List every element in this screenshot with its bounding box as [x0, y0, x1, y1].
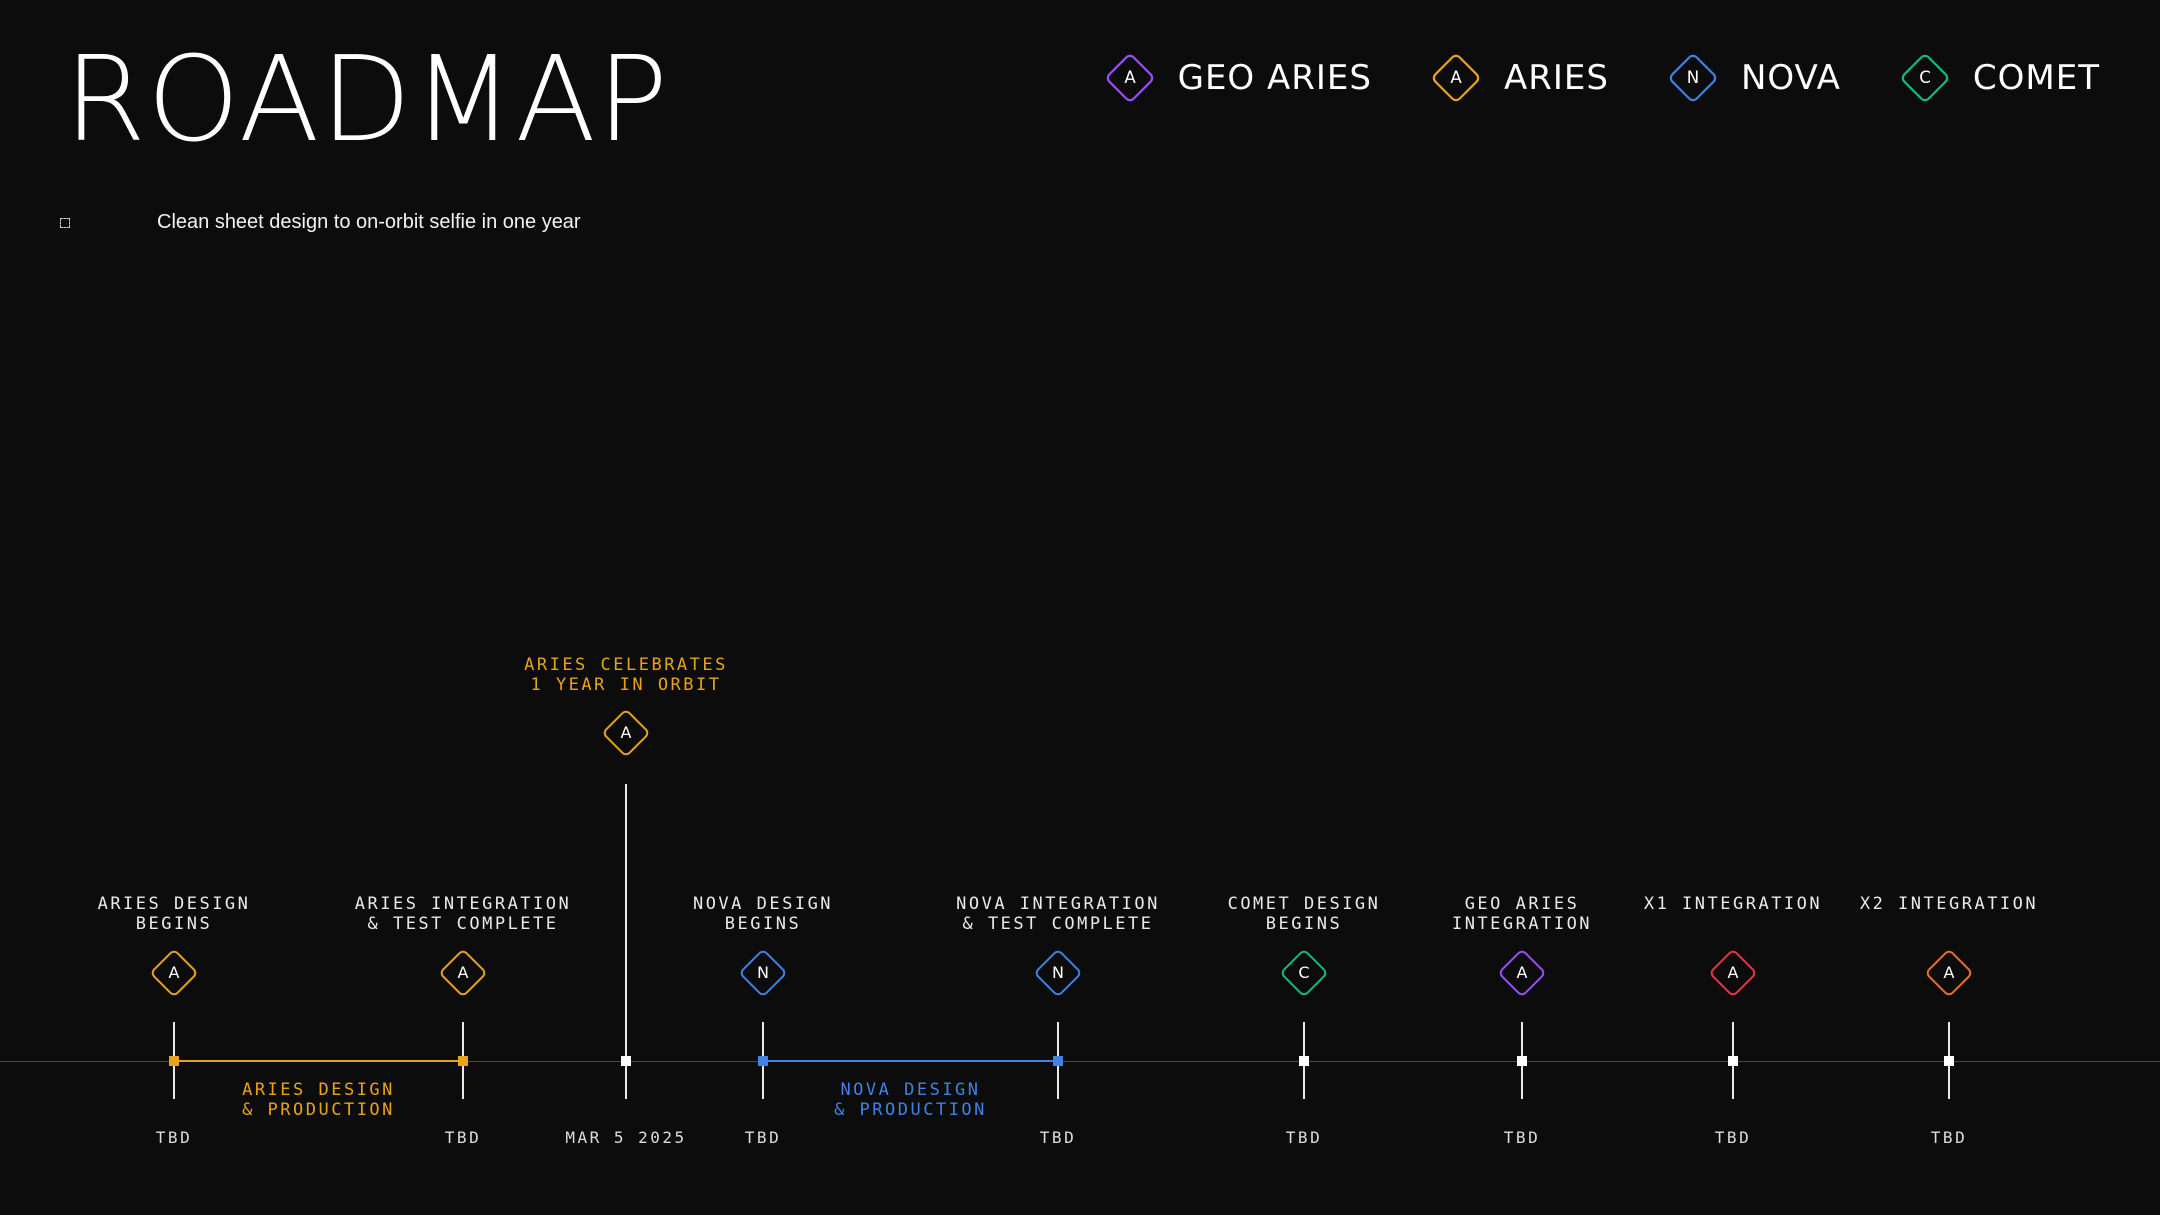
aries-diamond-icon: A	[1430, 52, 1482, 104]
timeline-axis	[0, 1061, 2160, 1062]
aries-diamond-icon: A	[149, 948, 199, 998]
svg-text:A: A	[1728, 963, 1739, 982]
milestone-date: TBD	[1285, 1128, 1323, 1147]
svg-text:A: A	[621, 723, 632, 742]
milestone-label: X2 INTEGRATION	[1859, 894, 2039, 914]
milestone-label: ARIES INTEGRATION & TEST COMPLETE	[354, 894, 572, 934]
nova-diamond-icon: N	[1667, 52, 1719, 104]
milestone-date: TBD	[1039, 1128, 1077, 1147]
svg-text:N: N	[1687, 68, 1699, 87]
comet-diamond-icon: C	[1279, 948, 1329, 998]
page-title: ROADMAP	[64, 30, 670, 168]
svg-text:A: A	[458, 963, 469, 982]
range-label-nova-design-production: NOVA DESIGN & PRODUCTION	[834, 1080, 987, 1120]
milestone-date: TBD	[1503, 1128, 1541, 1147]
legend-item-comet: C COMET	[1899, 52, 2100, 104]
milestone-date: TBD	[744, 1128, 782, 1147]
nova-diamond-icon: N	[738, 948, 788, 998]
legend-label: ARIES	[1503, 58, 1609, 98]
x2-diamond-icon: A	[1924, 948, 1974, 998]
svg-text:N: N	[1052, 963, 1064, 982]
highlight-stem	[625, 784, 627, 1099]
legend-item-aries: A ARIES	[1430, 52, 1609, 104]
timeline-marker	[169, 1056, 179, 1066]
svg-text:A: A	[1450, 68, 1462, 87]
svg-text:A: A	[1124, 68, 1136, 87]
legend-item-nova: N NOVA	[1667, 52, 1841, 104]
comet-diamond-icon: C	[1899, 52, 1951, 104]
milestone-label: NOVA DESIGN BEGINS	[692, 894, 834, 934]
svg-text:N: N	[757, 963, 769, 982]
range-line-nova	[763, 1060, 1058, 1062]
milestone-date: TBD	[444, 1128, 482, 1147]
timeline-marker	[1517, 1056, 1527, 1066]
range-label-aries-design-production: ARIES DESIGN & PRODUCTION	[242, 1080, 395, 1120]
milestone-label: GEO ARIES INTEGRATION	[1451, 894, 1593, 934]
milestone-date: TBD	[1930, 1128, 1968, 1147]
milestone-date: TBD	[1714, 1128, 1752, 1147]
aries-diamond-icon: A	[601, 708, 651, 758]
timeline-marker	[1299, 1056, 1309, 1066]
legend-label: COMET	[1972, 58, 2100, 98]
timeline-marker	[1728, 1056, 1738, 1066]
timeline-marker	[1944, 1056, 1954, 1066]
timeline-marker	[1053, 1056, 1063, 1066]
milestone-date: MAR 5 2025	[565, 1128, 687, 1147]
geo-aries-diamond-icon: A	[1104, 52, 1156, 104]
svg-text:C: C	[1919, 68, 1931, 87]
legend-label: NOVA	[1740, 58, 1841, 98]
svg-text:A: A	[1944, 963, 1955, 982]
legend-item-geo-aries: A GEO ARIES	[1104, 52, 1372, 104]
milestone-label: COMET DESIGN BEGINS	[1227, 894, 1381, 934]
range-line-aries	[174, 1060, 463, 1062]
focus-icon	[60, 218, 70, 228]
svg-text:A: A	[1517, 963, 1528, 982]
timeline-marker	[458, 1056, 468, 1066]
x1-diamond-icon: A	[1708, 948, 1758, 998]
nova-diamond-icon: N	[1033, 948, 1083, 998]
milestone-label: NOVA INTEGRATION & TEST COMPLETE	[956, 894, 1160, 934]
timeline-marker	[758, 1056, 768, 1066]
svg-text:C: C	[1298, 963, 1309, 982]
milestone-date: TBD	[155, 1128, 193, 1147]
timeline-marker	[621, 1056, 631, 1066]
subtitle: Clean sheet design to on-orbit selfie in…	[157, 211, 581, 233]
legend-label: GEO ARIES	[1177, 58, 1372, 98]
highlight-label: ARIES CELEBRATES 1 YEAR IN ORBIT	[524, 655, 728, 695]
legend: A GEO ARIES A ARIES N NOVA C COMET	[1104, 52, 2100, 104]
milestone-label: X1 INTEGRATION	[1643, 894, 1823, 914]
aries-diamond-icon: A	[438, 948, 488, 998]
milestone-label: ARIES DESIGN BEGINS	[97, 894, 251, 934]
geo-aries-diamond-icon: A	[1497, 948, 1547, 998]
svg-text:A: A	[169, 963, 180, 982]
